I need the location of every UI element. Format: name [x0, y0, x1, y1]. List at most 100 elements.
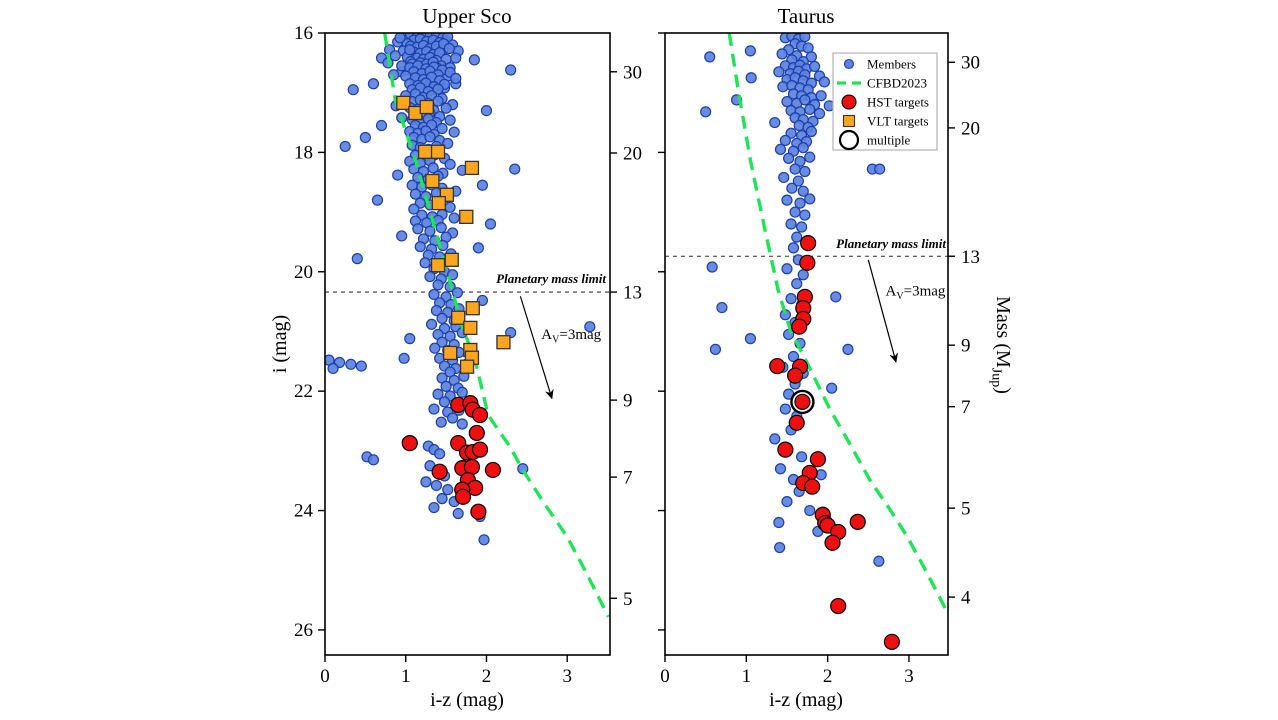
member-point — [804, 103, 816, 116]
member-point — [442, 484, 454, 496]
member-point — [826, 382, 838, 394]
y-tick-label: 24 — [294, 501, 314, 522]
panel-title-upper-sco: Upper Sco — [422, 4, 511, 28]
member-point — [444, 201, 456, 213]
member-point — [429, 342, 441, 354]
member-point — [794, 197, 806, 209]
member-point — [428, 288, 440, 301]
x-axis-label-right: i-z (mag) — [769, 689, 843, 711]
x-tick-label: 3 — [904, 666, 914, 687]
x-tick-label: 0 — [660, 666, 670, 687]
x-tick-label: 1 — [401, 666, 411, 687]
vlt-target-point — [444, 252, 459, 267]
member-point — [815, 90, 827, 102]
member-point — [428, 501, 440, 514]
member-point — [716, 301, 728, 314]
member-point — [424, 131, 436, 143]
hst-target-point — [824, 534, 841, 551]
mass-tick-label: 7 — [961, 397, 971, 418]
member-point — [505, 64, 517, 76]
member-point — [783, 152, 795, 164]
member-point — [436, 312, 448, 324]
vlt-target-point — [459, 359, 475, 374]
member-point — [404, 44, 416, 56]
y-tick-label: 26 — [294, 620, 313, 641]
member-point — [339, 140, 351, 153]
member-point — [793, 119, 805, 132]
member-point — [375, 119, 388, 132]
member-point — [773, 66, 785, 78]
member-point — [392, 169, 404, 181]
member-point — [842, 343, 854, 355]
mass-tick-label: 20 — [961, 118, 980, 139]
member-point — [432, 95, 444, 107]
hst-target-point — [791, 318, 808, 335]
member-point — [804, 504, 816, 517]
member-point — [444, 158, 456, 170]
member-point — [774, 541, 786, 554]
member-point — [796, 221, 808, 233]
member-point — [799, 94, 811, 106]
member-point — [478, 534, 490, 546]
member-point — [797, 269, 809, 281]
vlt-target-point — [430, 258, 446, 273]
hst-target-point — [471, 441, 489, 458]
member-point — [389, 50, 401, 62]
vlt-target-point — [464, 160, 480, 176]
extinction-vector-arrow — [519, 296, 554, 400]
vlt-target-point — [417, 144, 433, 159]
panel-1-plot-area — [665, 33, 948, 650]
member-point — [774, 463, 787, 475]
member-point — [347, 84, 359, 96]
member-point — [797, 185, 809, 197]
member-point — [351, 253, 363, 265]
panel-frame — [664, 32, 949, 656]
hst-target-point — [804, 478, 821, 495]
member-point — [412, 223, 424, 235]
member-point — [509, 163, 521, 175]
member-point — [584, 321, 596, 333]
vlt-target-point — [430, 144, 446, 159]
member-point — [796, 451, 808, 463]
member-point — [404, 333, 416, 345]
member-point — [446, 412, 459, 424]
vlt-target-point — [459, 209, 474, 225]
member-point — [434, 448, 446, 460]
planetary-mass-limit-label: Planetary mass limit — [496, 271, 606, 286]
member-point — [425, 318, 438, 330]
hst-target-point — [830, 597, 847, 615]
mass-tick-label: 5 — [961, 499, 971, 520]
member-point — [830, 291, 842, 303]
legend-label: Members — [867, 57, 916, 72]
member-point — [355, 360, 367, 372]
member-point — [436, 336, 448, 348]
member-point — [792, 175, 804, 187]
member-point — [776, 48, 788, 60]
x-axis-label-left: i-z (mag) — [430, 689, 504, 711]
member-point — [781, 194, 793, 206]
hst-target-point — [431, 463, 448, 480]
hst-target-point — [849, 513, 866, 530]
y-axis-label-i-mag: i (mag) — [269, 315, 291, 373]
member-point — [813, 107, 826, 120]
member-point — [706, 261, 718, 273]
panel-0-plot-area — [325, 33, 610, 618]
member-point — [448, 126, 460, 138]
member-point — [805, 125, 817, 138]
member-point — [432, 279, 444, 291]
mass-tick-label: 4 — [961, 588, 971, 609]
panel-frame — [324, 32, 611, 656]
mass-tick-label: 30 — [623, 62, 642, 83]
legend-label: multiple — [867, 133, 911, 148]
member-point — [367, 78, 380, 90]
vlt-target-point — [396, 95, 411, 110]
member-point — [785, 293, 797, 305]
member-point — [398, 352, 410, 364]
member-point — [444, 114, 456, 126]
mass-tick-label: 9 — [623, 391, 633, 412]
member-point — [456, 418, 468, 430]
member-point — [345, 358, 357, 370]
vlt-target-point — [419, 99, 434, 115]
hst-target-point — [470, 503, 487, 520]
